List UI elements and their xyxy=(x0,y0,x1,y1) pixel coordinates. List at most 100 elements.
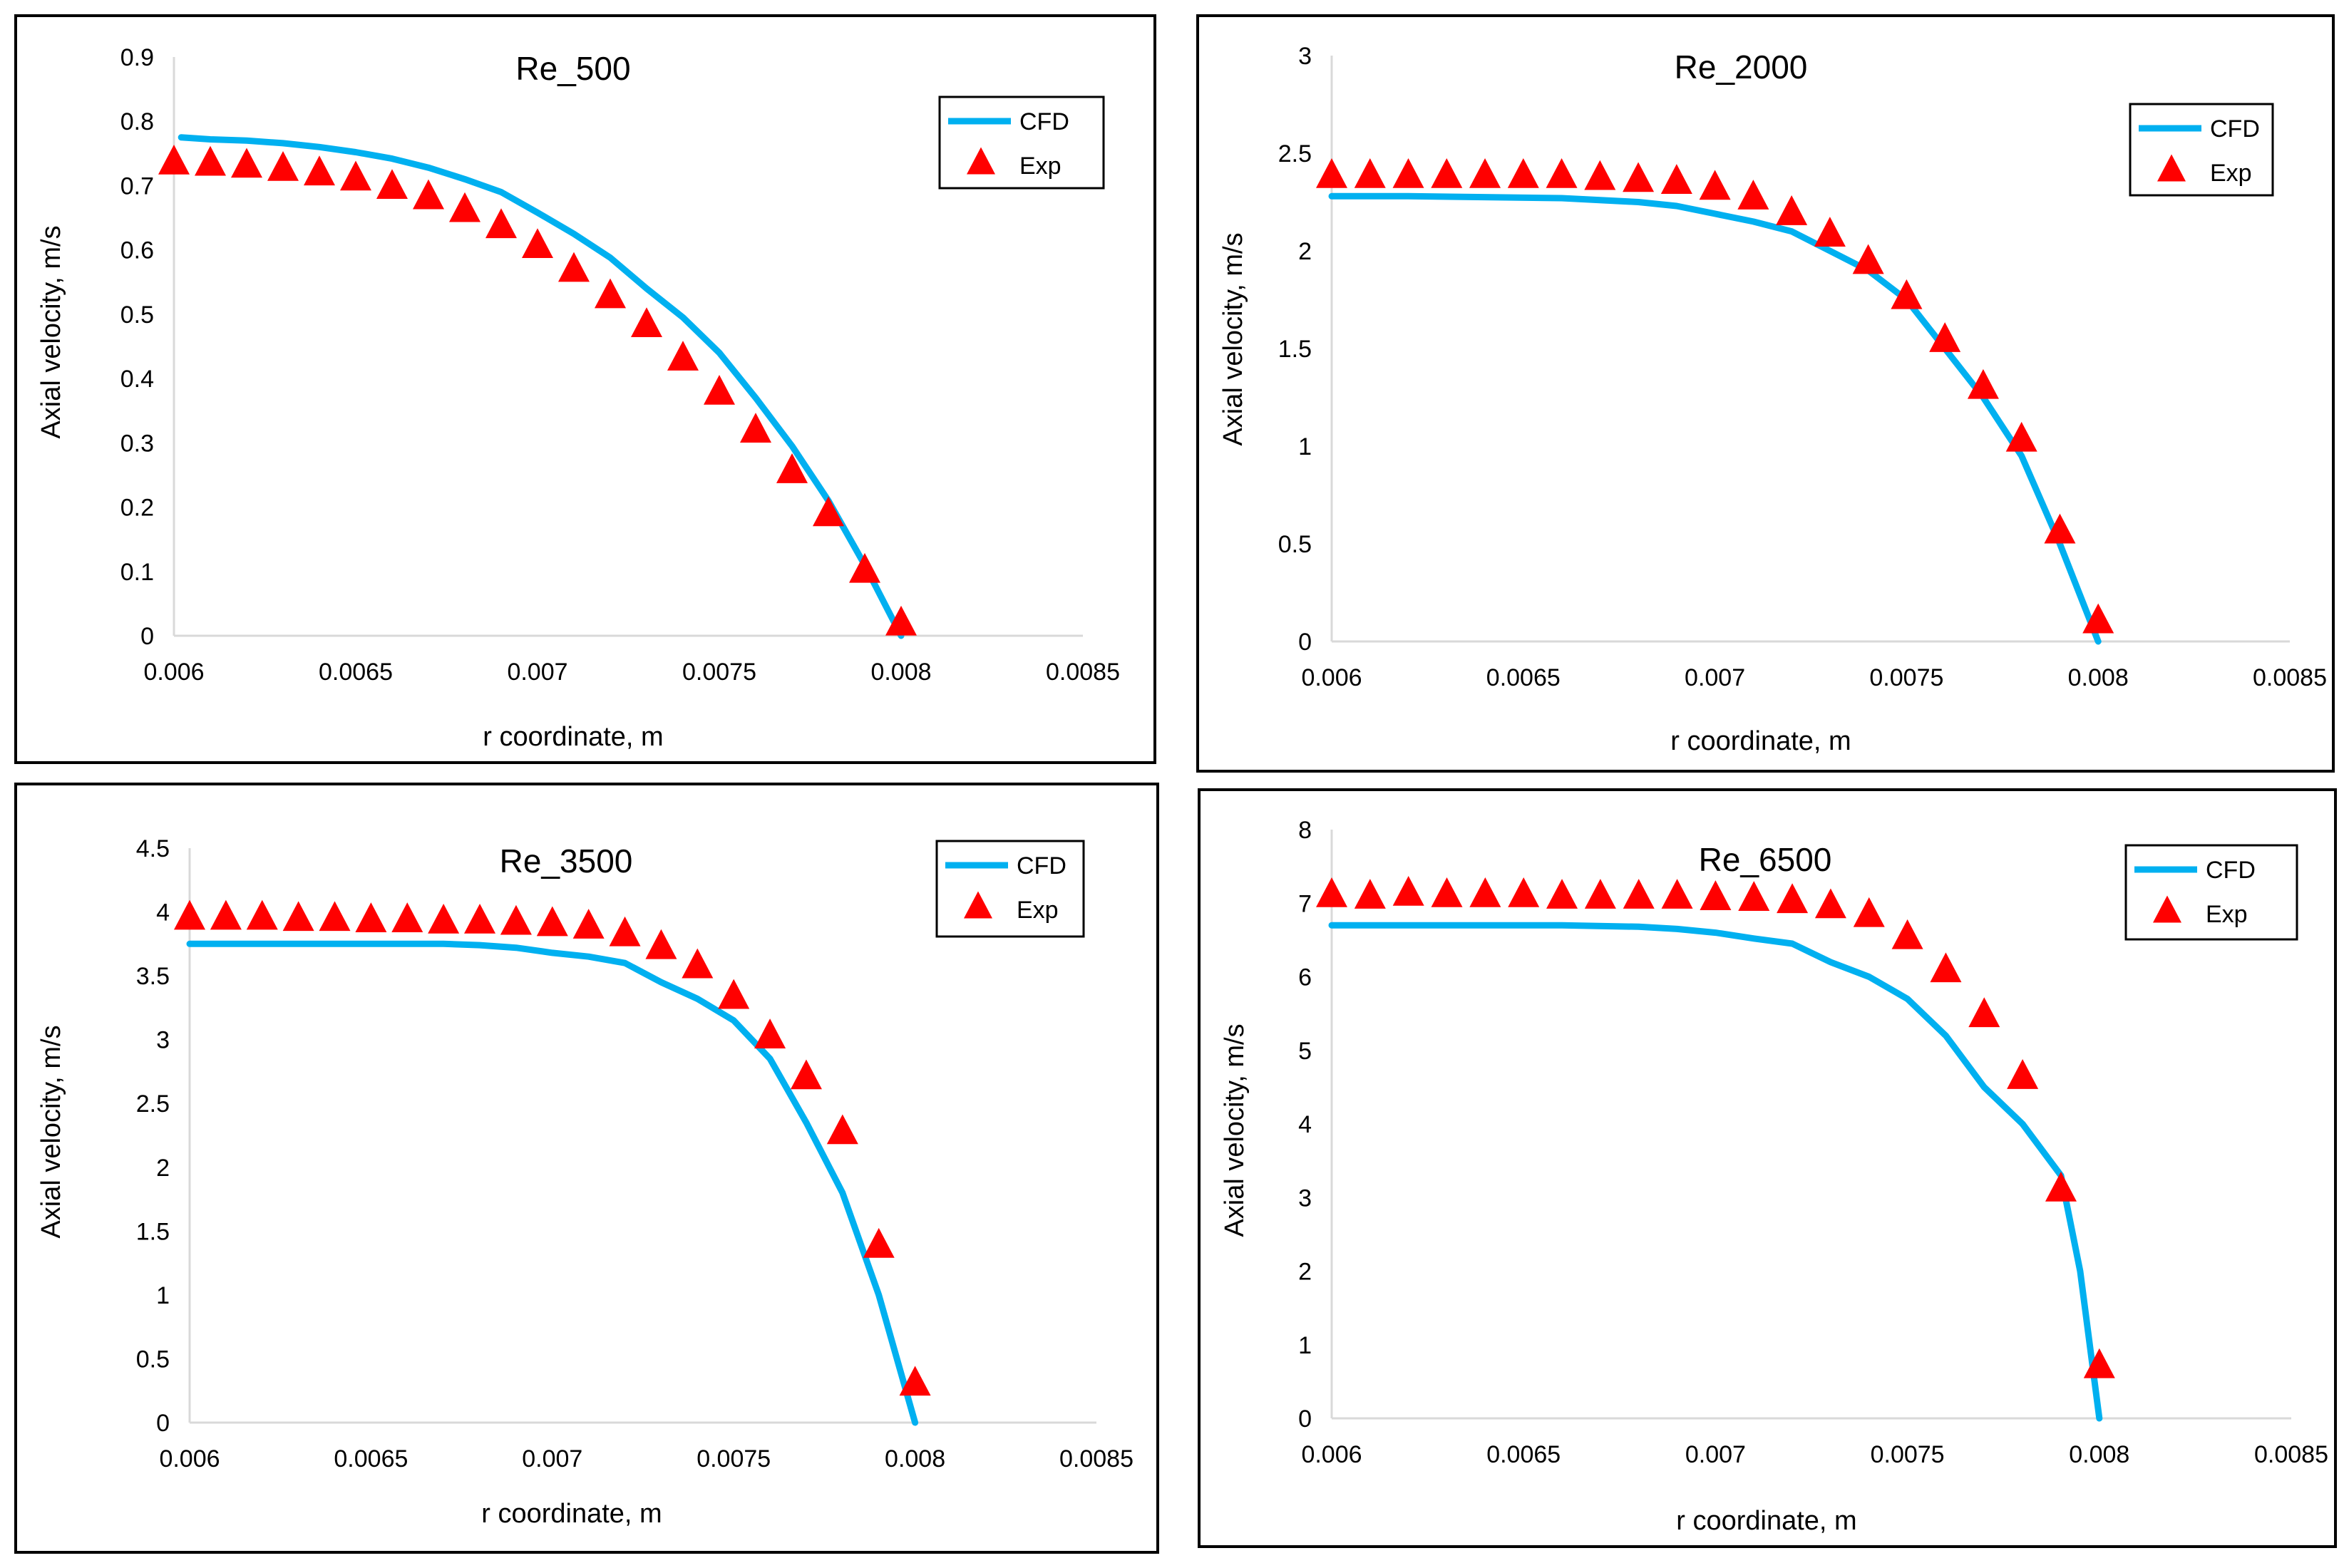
exp-point xyxy=(595,278,626,309)
x-tick-label: 0.0075 xyxy=(1869,664,1943,691)
y-tick-label: 3 xyxy=(1298,1185,1312,1212)
exp-point xyxy=(645,929,677,959)
exp-point xyxy=(522,228,553,259)
exp-point xyxy=(1584,160,1616,190)
exp-point xyxy=(1777,883,1809,914)
y-tick-label: 0.9 xyxy=(120,44,154,71)
y-tick-label: 7 xyxy=(1298,890,1312,917)
x-tick-label: 0.007 xyxy=(1685,664,1745,691)
chart-title: Re_2000 xyxy=(1675,48,1808,86)
legend: CFD Exp xyxy=(2129,103,2274,197)
x-axis-label: r coordinate, m xyxy=(1670,726,1851,756)
x-tick-label: 0.0075 xyxy=(1871,1441,1945,1468)
exp-point xyxy=(485,208,517,239)
exp-point xyxy=(1737,180,1769,210)
legend-box xyxy=(935,840,1085,938)
x-tick-label: 0.0065 xyxy=(319,659,393,686)
exp-point xyxy=(1814,888,1846,919)
y-tick-label: 3 xyxy=(156,1027,170,1054)
exp-point xyxy=(536,906,568,937)
exp-point xyxy=(704,374,735,405)
exp-point xyxy=(863,1227,895,1258)
exp-point xyxy=(631,307,662,338)
legend-exp-label: Exp xyxy=(1019,153,1062,180)
chart-title: Re_6500 xyxy=(1699,841,1832,878)
exp-point xyxy=(1853,897,1885,927)
chart-re-3500: 0.006 0.0065 0.007 0.0075 0.008 0.0085 0 0.5 1 1.… xyxy=(36,835,1134,1529)
x-tick-label: 0.0065 xyxy=(1486,664,1561,691)
exp-point xyxy=(1814,217,1846,247)
x-tick-label: 0.007 xyxy=(522,1445,582,1472)
y-tick-label: 3 xyxy=(1298,43,1312,70)
legend-exp-swatch xyxy=(2153,895,2181,923)
y-tick-label: 1 xyxy=(1298,1332,1312,1359)
exp-point xyxy=(1700,880,1732,910)
y-axis-label: Axial velocity, m/s xyxy=(36,1025,66,1238)
exp-point xyxy=(572,909,605,939)
legend-box xyxy=(938,96,1105,190)
exp-point xyxy=(1929,322,1961,352)
cfd-series-line xyxy=(1328,192,2102,645)
x-axis-label: r coordinate, m xyxy=(1676,1506,1856,1536)
exp-point xyxy=(1508,877,1540,907)
exp-point xyxy=(1507,158,1539,188)
exp-point xyxy=(849,552,880,583)
exp-point xyxy=(885,605,917,636)
chart-re-6500: 0.006 0.0065 0.007 0.0075 0.008 0.0085 0 1 2 3 4 5 6… xyxy=(1220,817,2328,1536)
cfd-series-line xyxy=(1328,922,2103,1422)
cfd-series-line xyxy=(186,940,919,1426)
x-tick-label: 0.0075 xyxy=(697,1445,771,1472)
exp-point xyxy=(1968,997,2000,1028)
y-tick-label: 0.7 xyxy=(120,172,154,200)
y-tick-label: 4 xyxy=(1298,1111,1312,1138)
x-tick-label: 0.0085 xyxy=(2253,664,2327,691)
exp-point xyxy=(174,899,205,930)
y-tick-label: 0.2 xyxy=(120,495,154,522)
x-tick-label: 0.007 xyxy=(507,659,567,686)
y-tick-label: 5 xyxy=(1298,1038,1312,1065)
legend-cfd-label: CFD xyxy=(2210,115,2260,143)
y-tick-label: 1 xyxy=(156,1282,170,1309)
exp-point xyxy=(1699,170,1731,200)
y-tick-label: 2.5 xyxy=(1278,140,1312,167)
x-tick-label: 0.006 xyxy=(1301,1441,1362,1468)
y-tick-label: 2 xyxy=(1298,1259,1312,1286)
exp-point xyxy=(1584,879,1616,909)
y-tick-label: 4 xyxy=(156,899,170,927)
exp-point xyxy=(1660,164,1692,194)
exp-point xyxy=(340,160,371,191)
exp-point xyxy=(813,496,844,527)
legend-box xyxy=(2124,844,2298,941)
x-tick-label: 0.006 xyxy=(143,659,204,686)
legend-cfd-label: CFD xyxy=(1019,108,1069,135)
chart-panel-re-3500: 0.006 0.0065 0.007 0.0075 0.008 0.0085 0 0.5 1 1.… xyxy=(14,783,1159,1554)
x-tick-label: 0.0065 xyxy=(334,1445,408,1472)
exp-point xyxy=(1623,162,1655,192)
exp-point xyxy=(464,903,496,934)
x-tick-label: 0.008 xyxy=(2068,664,2129,691)
exp-point xyxy=(718,979,750,1009)
y-tick-label: 0.5 xyxy=(120,301,154,329)
exp-point xyxy=(210,899,242,930)
exp-point xyxy=(826,1114,858,1145)
exp-point xyxy=(1930,952,1962,983)
exp-point xyxy=(2045,1172,2077,1202)
x-tick-label: 0.006 xyxy=(159,1445,220,1472)
exp-point xyxy=(558,252,590,282)
exp-point xyxy=(2005,421,2037,452)
y-tick-label: 0.5 xyxy=(136,1346,170,1373)
x-axis-label: r coordinate, m xyxy=(483,722,663,752)
legend-exp-swatch xyxy=(964,891,992,919)
x-axis-label: r coordinate, m xyxy=(481,1499,662,1529)
y-axis-label: Axial velocity, m/s xyxy=(1218,232,1248,445)
exp-point xyxy=(790,1059,822,1090)
legend-box xyxy=(2129,103,2274,197)
exp-point xyxy=(1661,879,1693,909)
exp-point xyxy=(428,903,460,934)
y-tick-label: 0 xyxy=(1298,629,1312,656)
y-tick-label: 0.6 xyxy=(120,237,154,264)
exp-point xyxy=(355,902,387,932)
legend-cfd-label: CFD xyxy=(2206,857,2256,884)
exp-point xyxy=(1852,244,1884,274)
exp-point xyxy=(2044,513,2076,544)
